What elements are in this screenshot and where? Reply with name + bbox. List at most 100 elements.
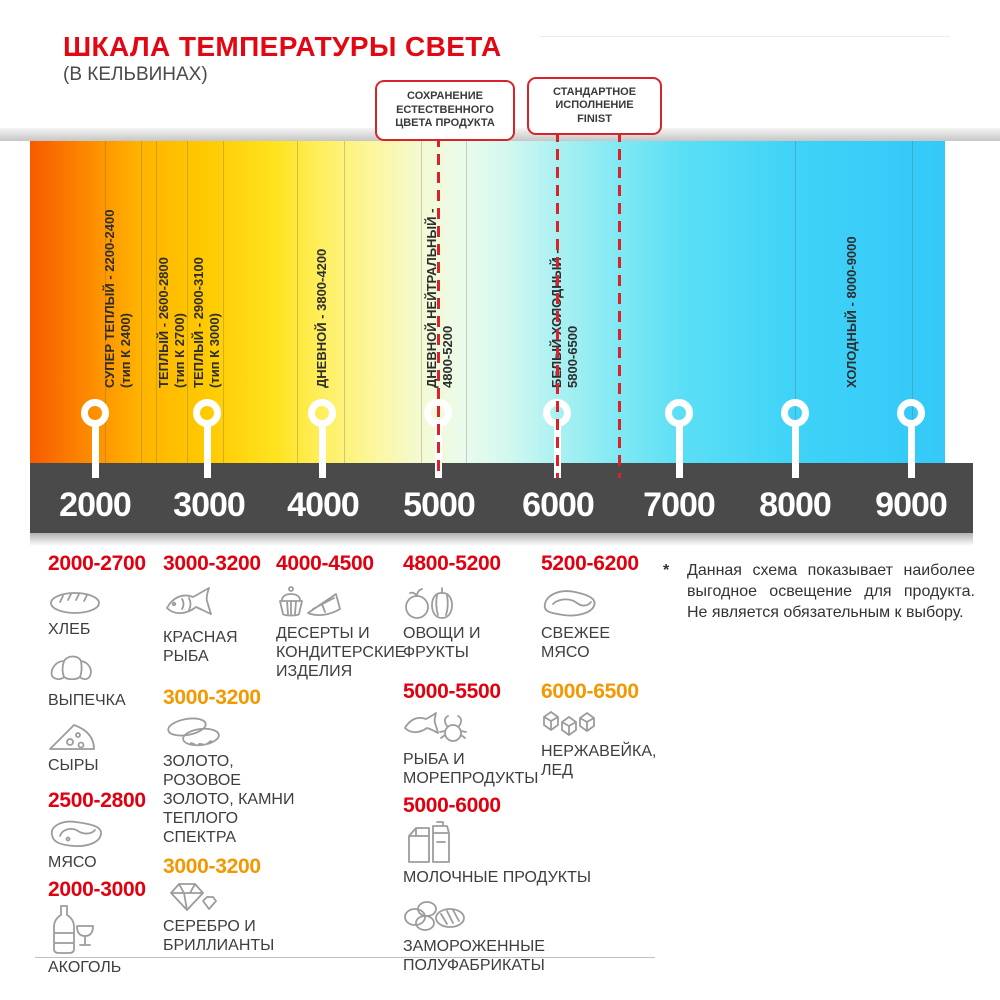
legend-item-label: СЕРЕБРО И БРИЛЛИАНТЫ — [163, 918, 275, 954]
pin-stem-9000 — [907, 424, 915, 478]
legend-item-label: ДЕСЕРТЫ И КОНДИТЕРСКИЕ ИЗДЕЛИЯ — [276, 625, 406, 680]
range-heading: 2500-2800 — [48, 789, 146, 812]
range-heading: 2000-2700 — [48, 552, 146, 575]
pin-marker-3000 — [193, 399, 221, 427]
zone-label-daylight: ДНЕВНОЙ - 3800-4200 — [314, 208, 330, 388]
zone-name: ХОЛОДНЫЙ - 8000-9000 — [844, 236, 859, 388]
callout-line: ЦВЕТА ПРОДУКТА — [395, 117, 495, 130]
legend-item-label: ЗОЛОТО, РОЗОВОЕ ЗОЛОТО, КАМНИ ТЕПЛОГО СП… — [163, 753, 295, 846]
zone-boundary-line — [297, 141, 298, 463]
pin-marker-8000 — [781, 399, 809, 427]
gold-rings-icon — [167, 717, 220, 747]
zone-name: СУПЕР ТЕПЛЫЙ - 2200-2400 — [102, 209, 117, 388]
dessert-icon — [279, 586, 341, 617]
top-divider-line — [540, 36, 950, 37]
zone-label-neutral-daylight: ДНЕВНОЙ НЕЙТРАЛЬНЫЙ - 4800-5200 — [424, 158, 456, 388]
zone-label-warm-3000: ТЕПЛЫЙ - 2900-3100 (тип К 3000) — [191, 223, 223, 388]
zone-boundary-line — [105, 141, 106, 463]
seafood-icon — [404, 712, 467, 742]
legend-column-5: 5200-6200 СВЕЖЕЕ МЯСО 6000-6500 НЕРЖАВЕЙ… — [541, 552, 663, 780]
diamond-icon — [170, 883, 217, 911]
axis-tick-7000: 7000 — [643, 486, 716, 524]
legend-item-label: СЫРЫ — [48, 757, 99, 774]
pin-stem-2000 — [91, 424, 99, 478]
legend-item-label: ХЛЕБ — [48, 621, 91, 638]
legend-item-label: ВЫПЕЧКА — [48, 692, 126, 709]
footnote-asterisk: * — [663, 562, 670, 579]
pin-marker-7000 — [665, 399, 693, 427]
zone-boundary-line — [795, 141, 796, 463]
zone-boundary-line — [344, 141, 345, 463]
legend-item-label: АКОГОЛЬ — [48, 959, 122, 976]
axis-tick-2000: 2000 — [59, 486, 132, 524]
ice-cubes-icon — [543, 711, 595, 736]
bread-icon — [50, 592, 100, 614]
zone-type: 5800-6500 — [565, 325, 580, 388]
range-heading: 4000-4500 — [276, 552, 374, 575]
callout-line: СОХРАНЕНИЕ — [407, 90, 483, 103]
range-heading: 2000-3000 — [48, 878, 146, 901]
zone-label-warm-2700: ТЕПЛЫЙ - 2600-2800 (тип К 2700) — [156, 223, 188, 388]
footnote: * Данная схема показывает наиболее выгод… — [663, 560, 975, 623]
legend-item-label: КРАСНАЯ РЫБА — [163, 629, 238, 665]
zone-type: (тип К 2700) — [172, 313, 187, 388]
pin-stem-8000 — [791, 424, 799, 478]
legend-column-1: 2000-2700 ХЛЕБ ВЫПЕЧКА СЫРЫ 2500-2800 МЯ… — [48, 552, 160, 977]
legend-item-label: НЕРЖАВЕЙКА, ЛЕД — [541, 743, 657, 779]
legend-column-2: 3000-3200 КРАСНАЯ РЫБА 3000-3200 ЗОЛОТО,… — [163, 552, 294, 955]
callout-line: СТАНДАРТНОЕ — [552, 85, 637, 98]
pin-marker-2000 — [81, 399, 109, 427]
axis-tick-9000: 9000 — [875, 486, 948, 524]
legend-column-3: 4000-4500 ДЕСЕРТЫ И КОНДИТЕРСКИЕ ИЗДЕЛИЯ — [276, 552, 406, 681]
croissant-icon — [50, 655, 92, 681]
axis-tick-6000: 6000 — [522, 486, 595, 524]
zone-boundary-line — [223, 141, 224, 463]
vegetables-icon — [405, 587, 453, 619]
page-title: ШКАЛА ТЕМПЕРАТУРЫ СВЕТА — [63, 31, 502, 62]
axis-tick-5000: 5000 — [403, 486, 476, 524]
pin-marker-4000 — [308, 399, 336, 427]
range-heading: 4800-5200 — [403, 552, 501, 575]
zone-name: ТЕПЛЫЙ - 2600-2800 — [156, 257, 171, 388]
zone-label-super-warm: СУПЕР ТЕПЛЫЙ - 2200-2400 (тип К 2400) — [102, 163, 134, 388]
range-heading: 5200-6200 — [541, 552, 639, 575]
zone-boundary-line — [912, 141, 913, 463]
scale-bar-shadow — [30, 533, 973, 546]
zone-type: (тип К 2400) — [118, 313, 133, 388]
fish-icon — [166, 587, 212, 615]
dashed-line-finist-6000 — [556, 131, 559, 478]
page-subtitle: (В КЕЛЬВИНАХ) — [63, 64, 208, 85]
range-heading: 6000-6500 — [541, 680, 639, 703]
dashed-line-finist-6500 — [618, 131, 621, 478]
pin-stem-3000 — [203, 424, 211, 478]
zone-type: (тип К 3000) — [207, 313, 222, 388]
axis-tick-3000: 3000 — [173, 486, 246, 524]
range-heading: 5000-5500 — [403, 680, 501, 703]
zone-type: 4800-5200 — [440, 325, 455, 388]
fresh-meat-icon — [543, 590, 596, 617]
callout-line: ИСПОЛНЕНИЕ — [555, 99, 634, 112]
zone-name: ДНЕВНОЙ - 3800-4200 — [314, 248, 329, 388]
zone-boundary-line — [187, 141, 188, 463]
range-heading: 3000-3200 — [163, 552, 261, 575]
legend-item-label: ЗАМОРОЖЕННЫЕ ПОЛУФАБРИКАТЫ — [403, 938, 545, 974]
zone-name: ТЕПЛЫЙ - 2900-3100 — [191, 257, 206, 388]
axis-tick-4000: 4000 — [287, 486, 360, 524]
dairy-icon — [408, 821, 450, 863]
zone-boundary-line — [141, 141, 142, 463]
kelvin-scale-bar — [30, 463, 973, 533]
legend-item-label: МОЛОЧНЫЕ ПРОДУКТЫ — [403, 869, 592, 886]
range-heading: 3000-3200 — [163, 686, 261, 709]
callout-line: FINIST — [577, 112, 612, 125]
bottom-divider-line — [35, 957, 655, 958]
callout-finist-standard: СТАНДАРТНОЕ ИСПОЛНЕНИЕ FINIST — [527, 77, 662, 135]
zone-boundary-line — [156, 141, 157, 463]
legend-item-label: СВЕЖЕЕ МЯСО — [541, 625, 611, 661]
alcohol-icon — [53, 905, 94, 954]
axis-tick-8000: 8000 — [759, 486, 832, 524]
pin-stem-7000 — [675, 424, 683, 478]
range-heading: 3000-3200 — [163, 855, 261, 878]
cheese-icon — [49, 724, 95, 750]
footnote-text: Данная схема показывает наиболее выгодно… — [687, 562, 975, 621]
